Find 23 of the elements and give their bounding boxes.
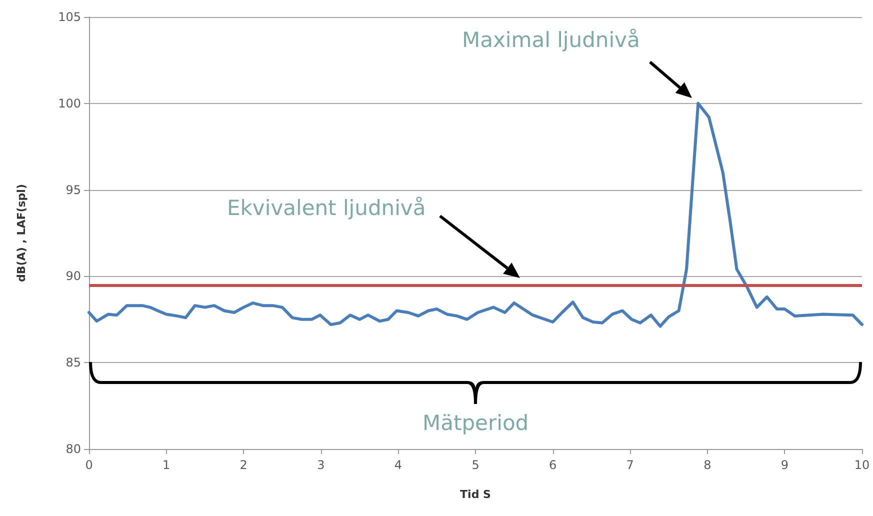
x-tick-label: 3	[317, 458, 325, 472]
x-tick-label: 8	[704, 458, 712, 472]
y-tick-label: 90	[66, 269, 81, 284]
y-tick-label: 95	[66, 182, 81, 197]
y-tick-label: 85	[66, 356, 81, 370]
x-tick-label: 7	[626, 458, 634, 472]
x-tick-label: 6	[548, 458, 557, 472]
x-axis-title: Tid S	[460, 488, 492, 501]
y-tick-label: 105	[58, 10, 81, 24]
y-tick-label: 100	[58, 96, 81, 110]
annotation: Maximal ljudnivå	[462, 28, 640, 52]
x-tick-label: 9	[780, 458, 789, 472]
x-tick-label: 1	[162, 458, 170, 472]
x-tick-label: 4	[394, 458, 402, 472]
y-tick-label: 80	[66, 442, 81, 456]
x-tick-label: 0	[85, 458, 93, 472]
x-tick-label: 10	[854, 458, 870, 472]
annotation: Ekvivalent ljudnivå	[227, 196, 426, 220]
y-axis-title: dB(A) , LAF(spl)	[15, 184, 28, 282]
x-tick-label: 5	[472, 458, 480, 472]
x-tick-label: 2	[240, 458, 248, 472]
line-series	[88, 102, 864, 328]
annotation: Mätperiod	[422, 411, 529, 435]
